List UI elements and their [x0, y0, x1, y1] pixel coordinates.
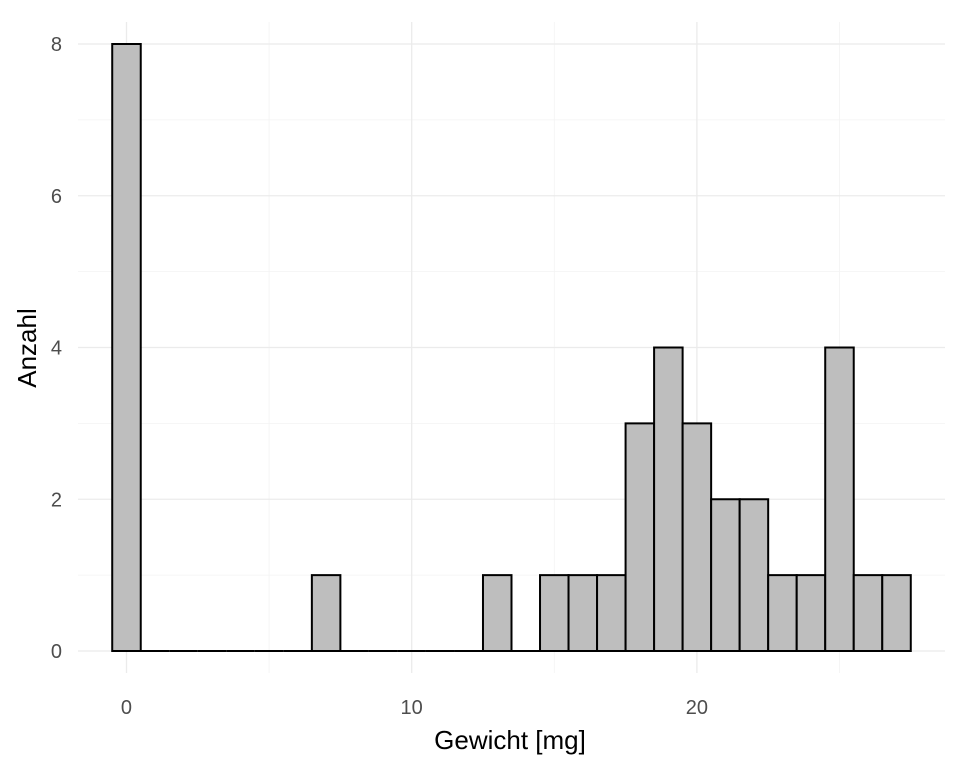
bars-layer: [111, 43, 912, 652]
y-axis-ticks: 0 2 4 6 8: [51, 34, 62, 663]
histogram-bar: [567, 574, 599, 652]
x-tick-label: 10: [401, 697, 423, 719]
histogram-bar: [681, 422, 713, 652]
histogram-bar: [710, 498, 741, 652]
histogram-bar: [738, 498, 770, 652]
x-tick-label: 0: [121, 697, 132, 719]
histogram-bar: [881, 574, 912, 652]
histogram-bar: [111, 43, 142, 652]
x-tick-label: 20: [686, 697, 708, 719]
y-tick-label: 2: [51, 489, 62, 511]
y-tick-label: 8: [51, 34, 62, 56]
histogram-bar: [795, 574, 827, 652]
histogram-bar: [481, 574, 513, 652]
histogram-bar: [653, 346, 684, 652]
histogram-bar: [767, 574, 798, 652]
histogram-bar: [539, 574, 570, 652]
histogram-bar: [310, 574, 342, 652]
histogram-bar: [624, 422, 656, 652]
y-tick-label: 6: [51, 186, 62, 208]
histogram-bar: [824, 346, 855, 652]
y-tick-label: 4: [51, 338, 62, 360]
x-axis-ticks: 0 10 20: [121, 697, 708, 719]
y-axis-title: Anzahl: [12, 308, 42, 388]
y-tick-label: 0: [51, 641, 62, 663]
histogram-bar: [852, 574, 884, 652]
x-axis-title: Gewicht [mg]: [434, 725, 586, 755]
histogram-bar: [596, 574, 627, 652]
